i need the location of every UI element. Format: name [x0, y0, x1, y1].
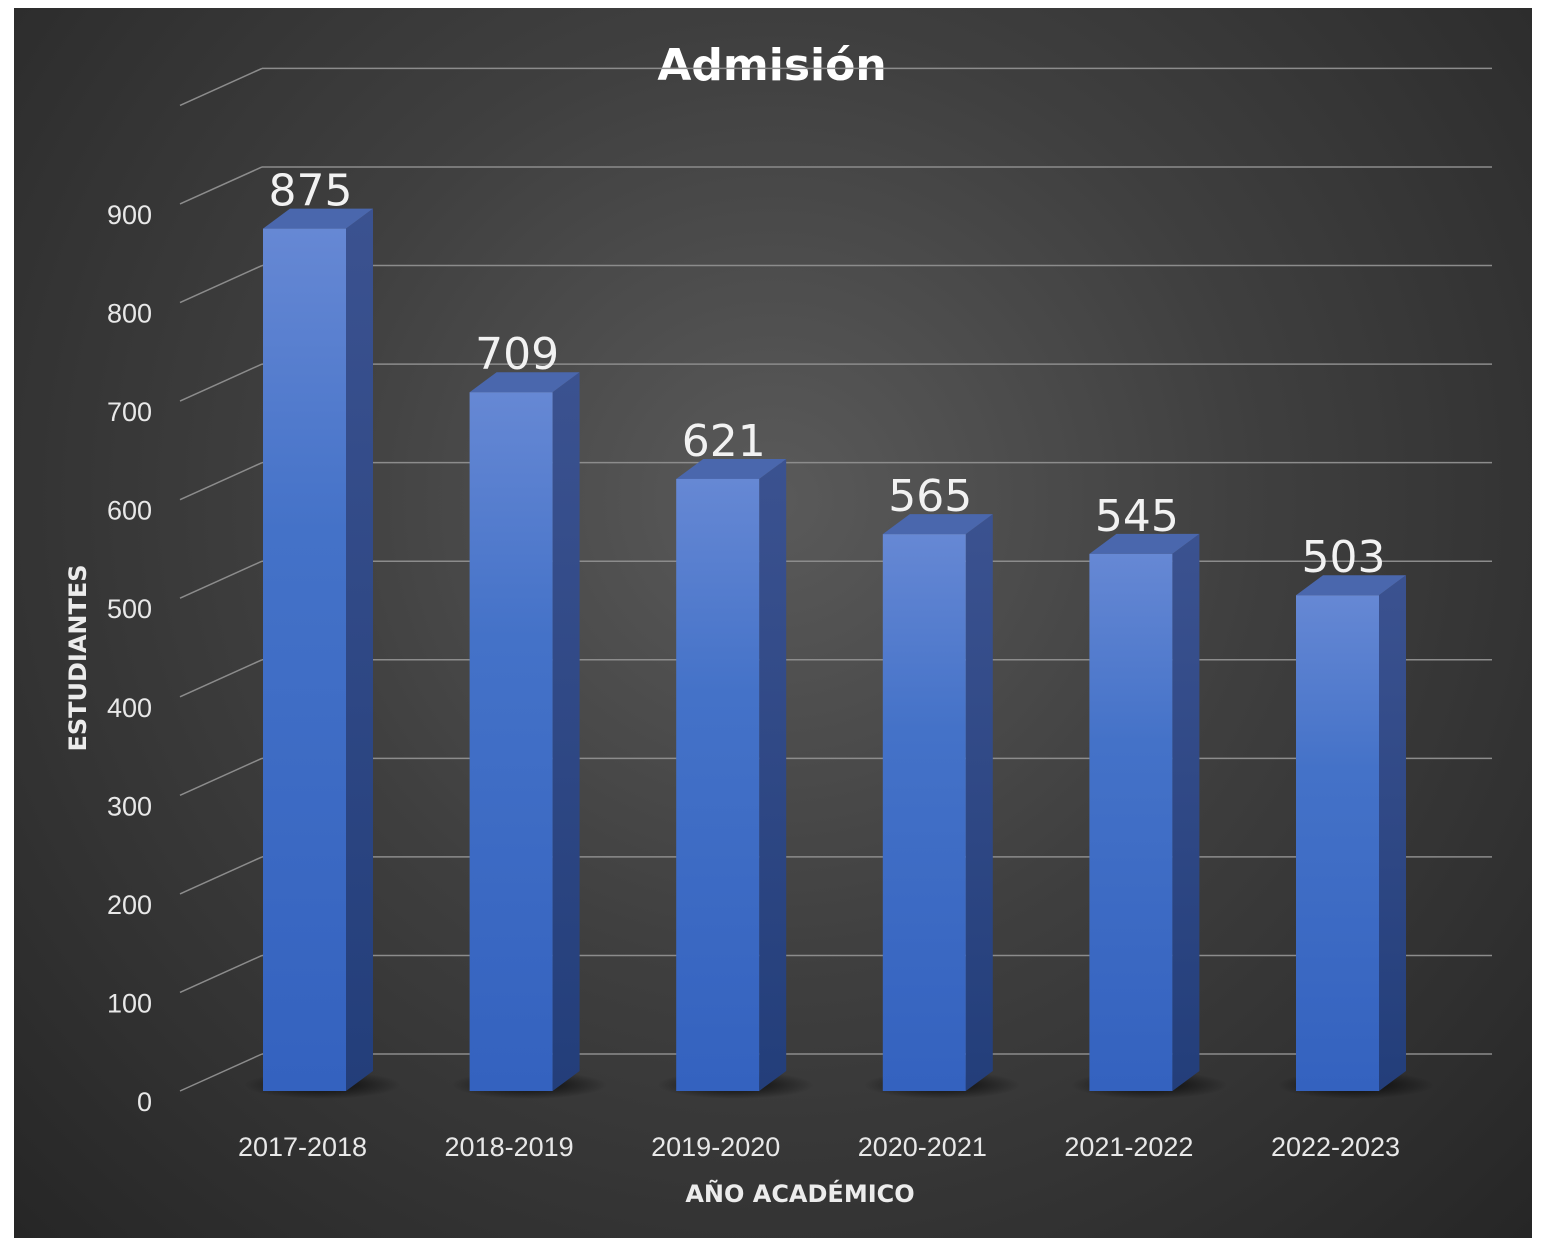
- gridline-depth: [179, 1053, 263, 1092]
- bar: [263, 228, 346, 1092]
- data-label: 709: [475, 329, 559, 380]
- y-axis-ticks: 0 100 200 300 400 500 600 700 800 900: [107, 200, 152, 1117]
- x-tick-label: 2021-2022: [1064, 1132, 1193, 1162]
- gridline-depth: [179, 264, 263, 304]
- data-label: 545: [1095, 491, 1179, 542]
- x-tick-label: 2018-2019: [445, 1132, 574, 1162]
- bar: [469, 392, 553, 1091]
- bar: [1089, 553, 1173, 1091]
- bars: 875 709 621 565 545 503: [244, 166, 1434, 1099]
- bar-side: [965, 514, 993, 1091]
- chart-title: Admisión: [657, 40, 886, 91]
- bar-side: [1379, 575, 1406, 1091]
- data-label: 875: [269, 166, 353, 217]
- bar-top: [882, 514, 993, 535]
- bar-top: [1296, 575, 1406, 596]
- bar-top: [1089, 533, 1200, 554]
- bar: [1296, 595, 1379, 1091]
- gridline-depth: [179, 856, 263, 895]
- gridline-depth: [179, 560, 263, 599]
- bar-top: [263, 208, 373, 229]
- x-tick-label: 2022-2023: [1271, 1132, 1400, 1162]
- x-axis-title: AÑO ACADÉMICO: [685, 1179, 914, 1208]
- gridline-depth: [179, 659, 263, 698]
- gridline-depth: [179, 363, 263, 402]
- y-tick-label: 200: [107, 890, 152, 920]
- bar-side: [552, 372, 580, 1091]
- y-tick-label: 100: [107, 988, 152, 1018]
- data-label: 621: [682, 416, 766, 467]
- y-tick-label: 400: [107, 693, 152, 723]
- bar-top: [676, 458, 787, 479]
- bar-chart: Admisión 0 100 200 300 400 500 600 700 800 900 ES…: [64, 40, 1492, 1208]
- data-label: 565: [888, 471, 972, 522]
- y-tick-label: 0: [137, 1087, 152, 1117]
- bar: [882, 534, 966, 1091]
- gridline-depth: [179, 67, 263, 107]
- data-label: 503: [1302, 532, 1386, 583]
- gridline-depth: [179, 757, 263, 797]
- y-tick-label: 500: [107, 594, 152, 624]
- bar-side: [1172, 533, 1200, 1091]
- gridlines: [179, 67, 1492, 1092]
- bar: [676, 478, 760, 1092]
- x-tick-label: 2020-2021: [858, 1132, 987, 1162]
- y-tick-label: 300: [107, 791, 152, 821]
- x-axis-ticks: 2017-2018 2018-2019 2019-2020 2020-2021 2021…: [238, 1132, 1400, 1162]
- gridline-depth: [179, 954, 263, 994]
- y-tick-label: 800: [107, 299, 152, 329]
- y-tick-label: 600: [107, 496, 152, 526]
- y-axis-title: ESTUDIANTES: [64, 564, 92, 751]
- y-tick-label: 700: [107, 397, 152, 427]
- y-tick-label: 900: [107, 200, 152, 230]
- bar-side: [759, 458, 787, 1092]
- bar-side: [346, 208, 373, 1092]
- chart-frame: Admisión 0 100 200 300 400 500 600 700 800 900 ES…: [14, 8, 1532, 1238]
- bar-top: [469, 372, 580, 393]
- x-tick-label: 2019-2020: [651, 1132, 780, 1162]
- gridline-depth: [179, 166, 263, 205]
- gridline-depth: [179, 461, 263, 501]
- x-tick-label: 2017-2018: [238, 1132, 367, 1162]
